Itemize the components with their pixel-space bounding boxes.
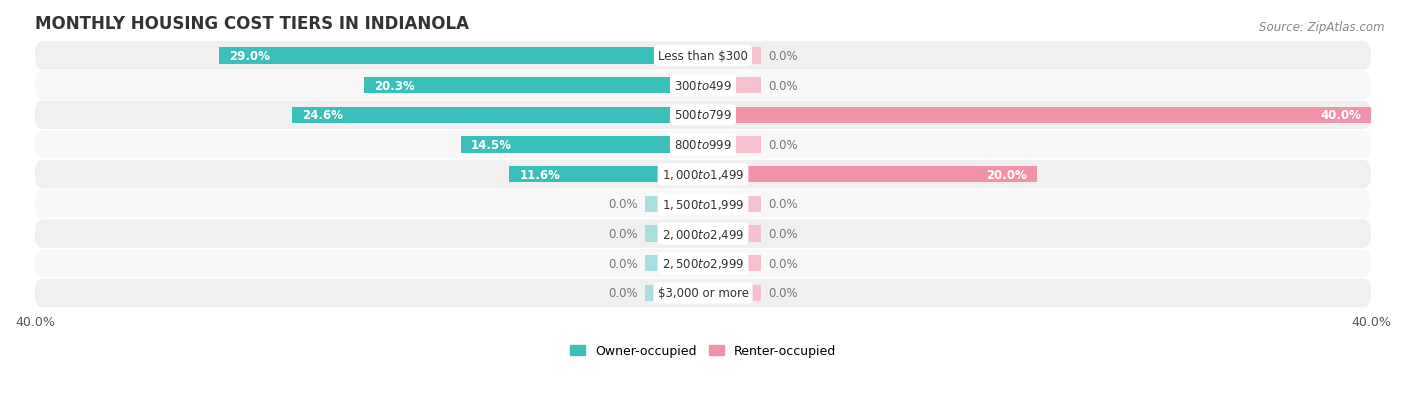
Text: 0.0%: 0.0% [768,198,797,211]
Text: $500 to $799: $500 to $799 [673,109,733,122]
Bar [703,196,762,213]
Text: Source: ZipAtlas.com: Source: ZipAtlas.com [1260,21,1385,33]
Text: 14.5%: 14.5% [471,139,512,152]
Text: 20.0%: 20.0% [986,168,1026,181]
Bar [292,107,703,123]
Text: 0.0%: 0.0% [768,287,797,300]
Text: 0.0%: 0.0% [768,79,797,93]
Text: 0.0%: 0.0% [768,139,797,152]
Bar [644,285,703,301]
Text: 0.0%: 0.0% [609,228,638,240]
Text: 0.0%: 0.0% [609,287,638,300]
FancyBboxPatch shape [35,249,1371,278]
Text: 24.6%: 24.6% [302,109,343,122]
FancyBboxPatch shape [35,131,1371,159]
Text: 0.0%: 0.0% [768,50,797,63]
Bar [703,78,762,94]
Text: $3,000 or more: $3,000 or more [658,287,748,300]
Bar [644,196,703,213]
Bar [703,137,762,153]
Bar [219,48,703,64]
Text: 0.0%: 0.0% [768,257,797,270]
Text: $1,500 to $1,999: $1,500 to $1,999 [662,197,744,211]
Text: 20.3%: 20.3% [374,79,415,93]
FancyBboxPatch shape [35,42,1371,71]
FancyBboxPatch shape [35,72,1371,100]
Bar [461,137,703,153]
FancyBboxPatch shape [35,220,1371,248]
Bar [644,226,703,242]
FancyBboxPatch shape [35,279,1371,307]
Text: 11.6%: 11.6% [519,168,560,181]
Legend: Owner-occupied, Renter-occupied: Owner-occupied, Renter-occupied [565,339,841,363]
Text: $1,000 to $1,499: $1,000 to $1,499 [662,168,744,182]
Text: 0.0%: 0.0% [609,257,638,270]
Bar [703,48,762,64]
Text: 0.0%: 0.0% [768,228,797,240]
Bar [703,256,762,272]
Text: $2,500 to $2,999: $2,500 to $2,999 [662,256,744,271]
Bar [703,226,762,242]
Text: $2,000 to $2,499: $2,000 to $2,499 [662,227,744,241]
Text: $300 to $499: $300 to $499 [673,79,733,93]
Bar [644,256,703,272]
Text: Less than $300: Less than $300 [658,50,748,63]
Text: 40.0%: 40.0% [1320,109,1361,122]
FancyBboxPatch shape [35,101,1371,130]
Text: MONTHLY HOUSING COST TIERS IN INDIANOLA: MONTHLY HOUSING COST TIERS IN INDIANOLA [35,15,470,33]
Text: 0.0%: 0.0% [609,198,638,211]
FancyBboxPatch shape [35,190,1371,218]
Bar [703,166,1038,183]
Text: $800 to $999: $800 to $999 [673,139,733,152]
Bar [364,78,703,94]
Bar [703,285,762,301]
Bar [509,166,703,183]
Text: 29.0%: 29.0% [229,50,270,63]
FancyBboxPatch shape [35,161,1371,189]
Bar [703,107,1371,123]
